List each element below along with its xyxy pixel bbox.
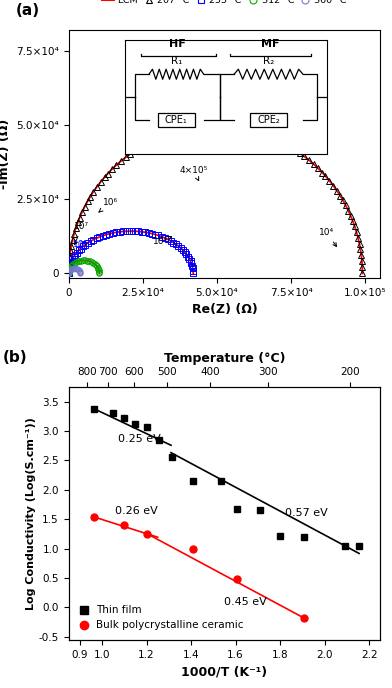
X-axis label: 1000/T (K⁻¹): 1000/T (K⁻¹) — [181, 665, 267, 678]
Text: 10⁶: 10⁶ — [99, 198, 118, 212]
Text: 0.25 eV: 0.25 eV — [118, 433, 160, 444]
Y-axis label: -Im(Z) (Ω): -Im(Z) (Ω) — [0, 119, 11, 189]
X-axis label: Re(Z) (Ω): Re(Z) (Ω) — [192, 303, 257, 316]
Text: (b): (b) — [3, 350, 28, 365]
Legend: ECM, 207 °C, 255 °C, 312 °C, 360 °C: ECM, 207 °C, 255 °C, 312 °C, 360 °C — [99, 0, 350, 9]
X-axis label: Temperature (°C): Temperature (°C) — [164, 352, 285, 365]
Text: 10⁴: 10⁴ — [153, 237, 172, 246]
Text: 0.57 eV: 0.57 eV — [285, 508, 327, 518]
Text: 0.45 eV: 0.45 eV — [224, 596, 267, 607]
Legend: Thin film, Bulk polycrystalline ceramic: Thin film, Bulk polycrystalline ceramic — [74, 601, 247, 634]
Text: (a): (a) — [16, 3, 40, 19]
Text: 4×10⁵: 4×10⁵ — [179, 166, 207, 180]
Text: 10⁴: 10⁴ — [319, 228, 336, 246]
Text: 10⁵: 10⁵ — [73, 240, 88, 249]
Text: 0.26 eV: 0.26 eV — [115, 506, 158, 516]
Text: 10⁷: 10⁷ — [74, 222, 89, 245]
Y-axis label: Log Conductivity (Log(S.cm⁻¹)): Log Conductivity (Log(S.cm⁻¹)) — [26, 417, 36, 610]
